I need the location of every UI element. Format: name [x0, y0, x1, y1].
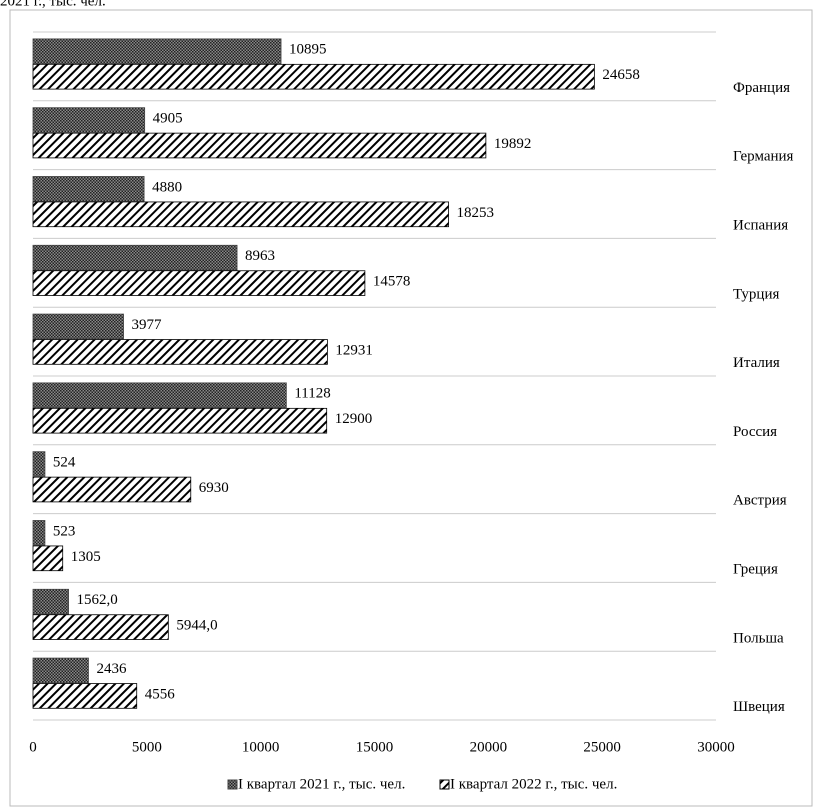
x-tick-label: 20000 [470, 739, 508, 755]
bar [32, 201, 449, 228]
x-tick-label: 30000 [697, 739, 735, 755]
bar [32, 451, 46, 477]
data-label: 10895 [289, 42, 327, 58]
data-label: 4880 [152, 179, 182, 195]
category-label: Греция [733, 561, 778, 577]
x-tick-label: 15000 [356, 739, 394, 755]
bar [32, 339, 328, 365]
chart-border [9, 9, 813, 807]
data-label: 8963 [245, 248, 275, 264]
data-label: 14578 [373, 274, 411, 290]
data-label: 12931 [335, 342, 373, 358]
data-label: 19892 [494, 136, 531, 152]
legend-swatch [227, 779, 238, 790]
data-label: 24658 [602, 67, 640, 83]
category-label: Испания [733, 217, 788, 233]
bar [32, 545, 64, 572]
data-label: 18253 [457, 205, 495, 221]
bar [32, 614, 169, 640]
bar [32, 520, 46, 546]
chart-title: 2021 г., тыс. чел. [0, 0, 106, 9]
x-tick-label: 5000 [132, 739, 162, 755]
data-label: 6930 [199, 480, 229, 496]
category-label: Италия [733, 355, 780, 371]
bar [32, 683, 138, 709]
x-tick-label: 25000 [583, 739, 621, 755]
legend-swatch [439, 779, 450, 790]
data-label: 11128 [294, 386, 330, 402]
x-tick-label: 10000 [242, 739, 280, 755]
data-label: 1305 [71, 549, 101, 565]
bar [32, 63, 595, 90]
bar [32, 132, 487, 159]
legend-label: I квартал 2021 г., тыс. чел. [238, 776, 405, 792]
category-label: Турция [733, 286, 779, 302]
bar [32, 588, 69, 615]
data-label: 5944,0 [176, 618, 217, 634]
category-label: Франция [733, 80, 790, 96]
bar [32, 244, 238, 271]
legend-label: I квартал 2022 г., тыс. чел. [450, 776, 617, 792]
category-label: Польша [733, 630, 784, 646]
bar [32, 270, 366, 296]
data-label: 524 [53, 455, 76, 471]
category-label: Швеция [733, 699, 785, 715]
bar [32, 176, 145, 202]
data-label: 4905 [153, 111, 183, 127]
data-label: 3977 [132, 317, 163, 333]
bar [32, 657, 89, 684]
category-label: Австрия [733, 493, 787, 509]
x-tick-label: 0 [29, 739, 37, 755]
category-label: Россия [733, 424, 777, 440]
category-label: Германия [733, 149, 794, 165]
data-label: 12900 [335, 411, 373, 427]
data-label: 523 [53, 523, 76, 539]
data-label: 2436 [96, 661, 127, 677]
bar [32, 107, 146, 133]
bar [32, 313, 124, 340]
bar [32, 38, 282, 65]
bar [32, 407, 328, 434]
data-label: 4556 [145, 686, 176, 702]
bar [32, 382, 287, 409]
bar [32, 476, 192, 503]
data-label: 1562,0 [77, 592, 118, 608]
